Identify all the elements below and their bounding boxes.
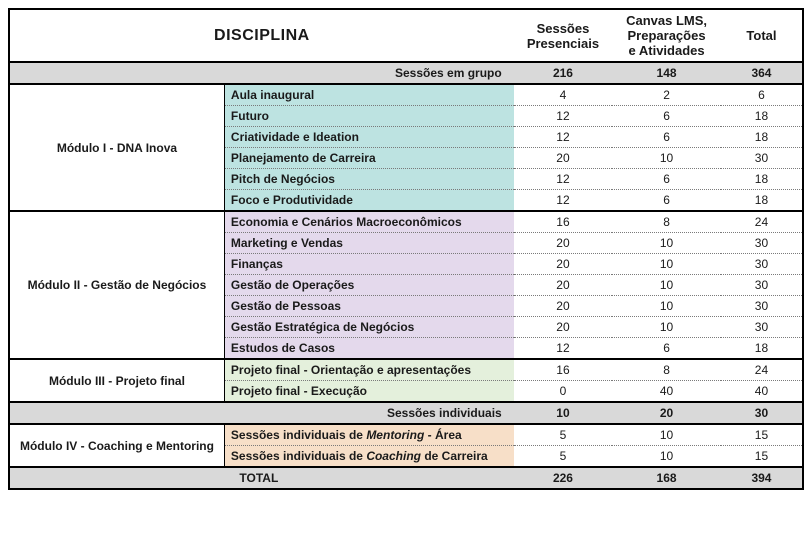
cell-n2: 10: [612, 424, 721, 446]
discipline-cell: Economia e Cenários Macroeconômicos: [224, 211, 513, 233]
discipline-cell: Estudos de Casos: [224, 338, 513, 360]
header-disciplina: DISCIPLINA: [9, 9, 514, 62]
discipline-cell: Marketing e Vendas: [224, 233, 513, 254]
module-4-name: Módulo IV - Coaching e Mentoring: [9, 424, 224, 467]
table-row: Módulo III - Projeto final Projeto final…: [9, 359, 803, 381]
cell-n2: 6: [612, 169, 721, 190]
cell-n3: 30: [721, 275, 803, 296]
discipline-cell: Projeto final - Execução: [224, 381, 513, 403]
band-total-n3: 394: [721, 467, 803, 489]
cell-n1: 5: [514, 424, 612, 446]
cell-n2: 2: [612, 84, 721, 106]
cell-n3: 24: [721, 359, 803, 381]
module-2-name: Módulo II - Gestão de Negócios: [9, 211, 224, 359]
discipline-cell: Sessões individuais de Mentoring - Área: [224, 424, 513, 446]
discipline-cell: Projeto final - Orientação e apresentaçõ…: [224, 359, 513, 381]
table-row: Módulo I - DNA Inova Aula inaugural 4 2 …: [9, 84, 803, 106]
band-individuais-n2: 20: [612, 402, 721, 424]
cell-n2: 8: [612, 359, 721, 381]
cell-n3: 18: [721, 169, 803, 190]
cell-n3: 15: [721, 446, 803, 468]
cell-n1: 20: [514, 275, 612, 296]
cell-n2: 10: [612, 446, 721, 468]
cell-n2: 8: [612, 211, 721, 233]
discipline-cell: Gestão de Pessoas: [224, 296, 513, 317]
cell-n3: 15: [721, 424, 803, 446]
cell-n2: 10: [612, 254, 721, 275]
cell-n1: 20: [514, 296, 612, 317]
module-3-name: Módulo III - Projeto final: [9, 359, 224, 402]
cell-n3: 40: [721, 381, 803, 403]
band-grupo-label: Sessões em grupo: [9, 62, 514, 84]
cell-n2: 10: [612, 148, 721, 169]
table-header-row: DISCIPLINA SessõesPresenciais Canvas LMS…: [9, 9, 803, 62]
cell-n3: 6: [721, 84, 803, 106]
band-individuais-label: Sessões individuais: [9, 402, 514, 424]
discipline-cell: Gestão Estratégica de Negócios: [224, 317, 513, 338]
cell-n3: 18: [721, 338, 803, 360]
cell-n2: 6: [612, 190, 721, 212]
band-individuais-n3: 30: [721, 402, 803, 424]
discipline-cell: Sessões individuais de Coaching de Carre…: [224, 446, 513, 468]
cell-n1: 20: [514, 317, 612, 338]
band-grupo: Sessões em grupo 216 148 364: [9, 62, 803, 84]
cell-n3: 30: [721, 254, 803, 275]
cell-n1: 16: [514, 359, 612, 381]
cell-n1: 0: [514, 381, 612, 403]
band-total-n1: 226: [514, 467, 612, 489]
cell-n2: 10: [612, 275, 721, 296]
cell-n3: 30: [721, 317, 803, 338]
cell-n3: 30: [721, 233, 803, 254]
band-grupo-n2: 148: [612, 62, 721, 84]
band-total: TOTAL 226 168 394: [9, 467, 803, 489]
cell-n1: 12: [514, 127, 612, 148]
band-individuais: Sessões individuais 10 20 30: [9, 402, 803, 424]
cell-n2: 6: [612, 127, 721, 148]
cell-n2: 40: [612, 381, 721, 403]
cell-n1: 4: [514, 84, 612, 106]
cell-n3: 30: [721, 148, 803, 169]
discipline-cell: Gestão de Operações: [224, 275, 513, 296]
discipline-cell: Criatividade e Ideation: [224, 127, 513, 148]
module-1-name: Módulo I - DNA Inova: [9, 84, 224, 211]
band-grupo-n1: 216: [514, 62, 612, 84]
cell-n2: 10: [612, 233, 721, 254]
cell-n2: 6: [612, 338, 721, 360]
header-sessoes: SessõesPresenciais: [514, 9, 612, 62]
cell-n3: 24: [721, 211, 803, 233]
header-total: Total: [721, 9, 803, 62]
cell-n1: 12: [514, 190, 612, 212]
band-individuais-n1: 10: [514, 402, 612, 424]
band-total-label: TOTAL: [9, 467, 514, 489]
cell-n1: 5: [514, 446, 612, 468]
cell-n1: 12: [514, 169, 612, 190]
band-total-n2: 168: [612, 467, 721, 489]
cell-n1: 12: [514, 106, 612, 127]
header-canvas: Canvas LMS,Preparaçõese Atividades: [612, 9, 721, 62]
discipline-cell: Pitch de Negócios: [224, 169, 513, 190]
table-row: Módulo II - Gestão de Negócios Economia …: [9, 211, 803, 233]
cell-n3: 18: [721, 190, 803, 212]
cell-n1: 20: [514, 254, 612, 275]
cell-n3: 18: [721, 127, 803, 148]
discipline-cell: Planejamento de Carreira: [224, 148, 513, 169]
cell-n3: 30: [721, 296, 803, 317]
band-grupo-n3: 364: [721, 62, 803, 84]
cell-n1: 20: [514, 148, 612, 169]
cell-n2: 6: [612, 106, 721, 127]
cell-n1: 12: [514, 338, 612, 360]
table-row: Módulo IV - Coaching e Mentoring Sessões…: [9, 424, 803, 446]
cell-n1: 16: [514, 211, 612, 233]
discipline-cell: Finanças: [224, 254, 513, 275]
cell-n3: 18: [721, 106, 803, 127]
discipline-cell: Futuro: [224, 106, 513, 127]
cell-n2: 10: [612, 296, 721, 317]
curriculum-table: DISCIPLINA SessõesPresenciais Canvas LMS…: [8, 8, 804, 490]
cell-n2: 10: [612, 317, 721, 338]
discipline-cell: Foco e Produtividade: [224, 190, 513, 212]
cell-n1: 20: [514, 233, 612, 254]
discipline-cell: Aula inaugural: [224, 84, 513, 106]
